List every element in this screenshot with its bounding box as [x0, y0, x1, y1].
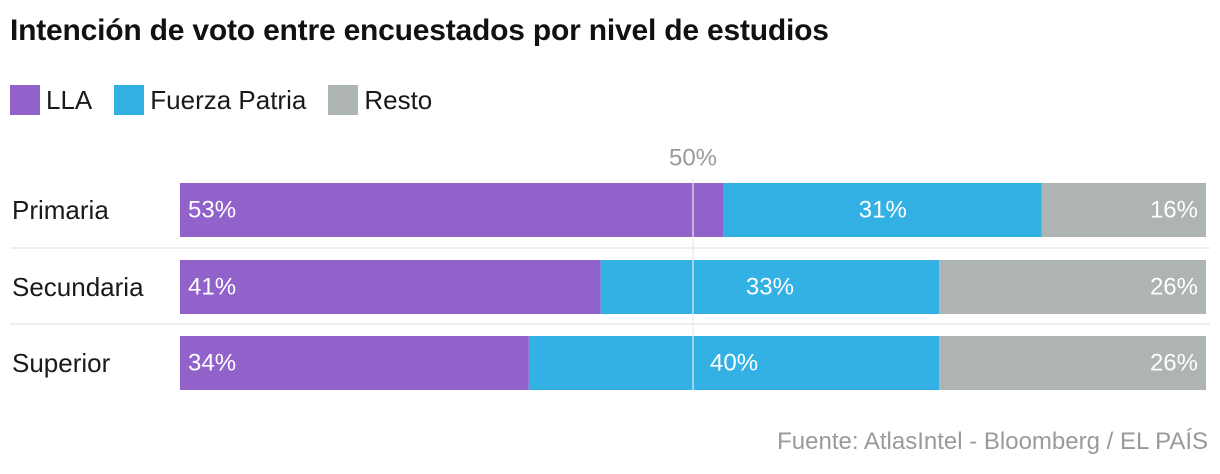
bar-segment: [180, 336, 529, 390]
bar-segment: [1041, 183, 1206, 237]
bar-segment: [939, 260, 1206, 314]
bar-segment: [600, 260, 940, 314]
data-label: 41%: [188, 274, 236, 301]
legend: LLA Fuerza Patria Resto: [10, 84, 454, 116]
data-label: 34%: [188, 350, 236, 377]
legend-item-fuerza-patria: Fuerza Patria: [114, 85, 306, 116]
data-label: 33%: [746, 274, 794, 301]
chart-title: Intención de voto entre encuestados por …: [10, 14, 829, 47]
category-label: Primaria: [12, 195, 109, 225]
bar-segment: [180, 260, 601, 314]
legend-label-fuerza-patria: Fuerza Patria: [150, 84, 307, 115]
source-note: Fuente: AtlasIntel - Bloomberg / EL PAÍS: [777, 428, 1208, 455]
legend-label-lla: LLA: [46, 84, 93, 115]
data-label: 26%: [1150, 350, 1198, 377]
category-label: Secundaria: [12, 272, 144, 302]
bar-segment: [528, 336, 940, 390]
bar-segment: [180, 183, 724, 237]
data-label: 16%: [1150, 197, 1198, 224]
data-label: 31%: [859, 197, 907, 224]
legend-swatch-fuerza-patria: [114, 85, 145, 115]
legend-swatch-resto: [328, 85, 359, 115]
reference-line-label: 50%: [669, 145, 717, 172]
category-label: Superior: [12, 348, 111, 378]
legend-swatch-lla: [10, 85, 40, 115]
stacked-bar-chart: Primaria 53% 31% 16% Secundaria 41% 33% 26% Supe…: [10, 145, 1210, 390]
bar-segment: [939, 336, 1206, 390]
data-label: 26%: [1150, 274, 1198, 301]
legend-label-resto: Resto: [364, 84, 433, 115]
bar-segment: [723, 183, 1042, 237]
legend-item-lla: LLA: [10, 85, 92, 116]
data-label: 53%: [188, 197, 236, 224]
data-label: 40%: [710, 350, 758, 377]
legend-item-resto: Resto: [328, 85, 432, 116]
